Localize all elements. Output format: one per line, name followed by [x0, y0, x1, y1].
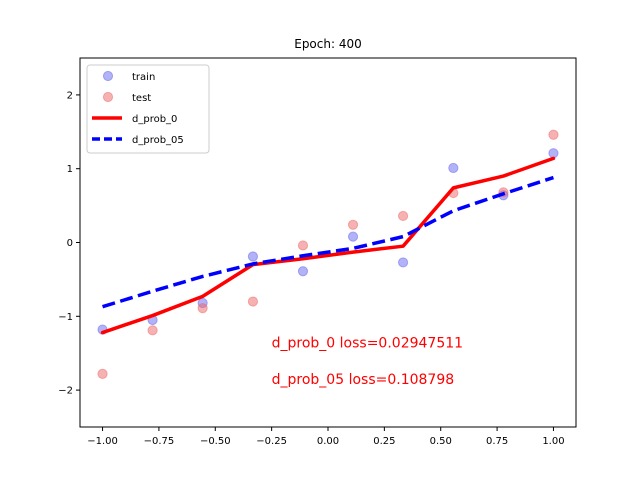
- loss-annotation: d_prob_0 loss=0.02947511: [272, 335, 463, 351]
- legend-label-d_prob_05: d_prob_05: [132, 135, 184, 146]
- scatter-point-train: [247, 251, 259, 262]
- legend-label-test: test: [132, 93, 151, 104]
- x-tick-label: −0.75: [144, 436, 175, 447]
- legend-marker-train: [102, 70, 114, 82]
- legend-label-train: train: [132, 72, 155, 83]
- scatter-point-test: [97, 368, 108, 379]
- x-tick-label: −0.25: [256, 436, 287, 447]
- scatter-point-test: [548, 129, 559, 140]
- scatter-point-test: [247, 296, 259, 307]
- y-tick-label: 2: [67, 90, 73, 101]
- scatter-point-test: [197, 303, 208, 314]
- series-line-d_prob_0: [100, 156, 556, 335]
- y-tick-label: −1: [58, 312, 73, 323]
- legend-box: [86, 64, 210, 154]
- legend-label-d_prob_0: d_prob_0: [132, 114, 177, 125]
- scatter-point-train: [448, 162, 459, 174]
- y-tick-label: 1: [67, 164, 73, 175]
- scatter-point-train: [347, 231, 359, 242]
- chart-title: Epoch: 400: [294, 37, 362, 51]
- x-tick-label: 0.25: [373, 436, 395, 447]
- loss-annotation: d_prob_05 loss=0.108798: [272, 372, 455, 388]
- scatter-point-train: [397, 257, 409, 268]
- x-tick-label: −1.00: [87, 436, 118, 447]
- scatter-point-test: [397, 210, 409, 222]
- y-tick-label: −2: [58, 386, 73, 397]
- scatter-point-test: [147, 325, 158, 336]
- scatter-point-train: [297, 266, 309, 277]
- scatter-point-test: [347, 219, 359, 230]
- scatter-point-train: [548, 148, 559, 159]
- x-tick-label: 0.75: [486, 436, 508, 447]
- series-line-d_prob_05: [102, 175, 554, 309]
- legend-marker-test: [102, 91, 114, 103]
- x-tick-label: −0.50: [200, 436, 231, 447]
- x-tick-label: 1.00: [542, 436, 564, 447]
- x-tick-label: 0.00: [317, 436, 339, 447]
- x-tick-label: 0.50: [430, 436, 452, 447]
- y-tick-label: 0: [67, 238, 73, 249]
- scatter-point-test: [297, 240, 309, 251]
